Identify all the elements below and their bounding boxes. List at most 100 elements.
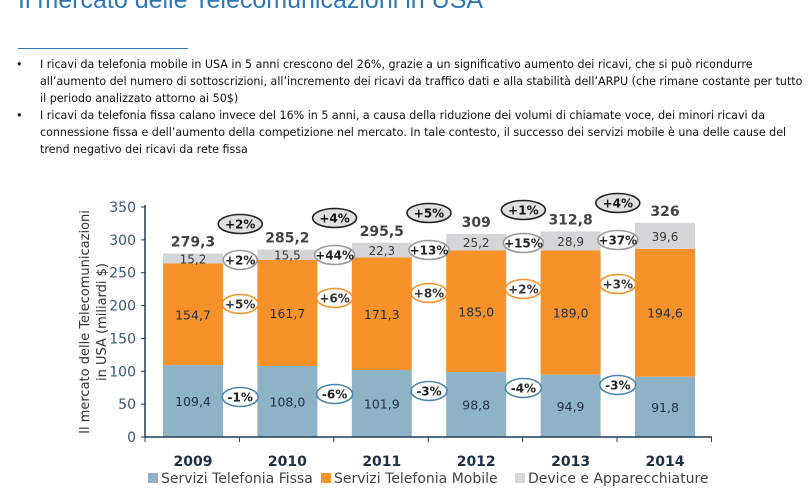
legend-swatch <box>321 473 331 483</box>
growth-device-ellipse-label: +37% <box>598 234 637 248</box>
legend-swatch <box>515 473 525 483</box>
y-tick-label: 300 <box>109 233 136 249</box>
growth-device-ellipse <box>408 239 450 261</box>
data-label-device: 28,9 <box>557 235 584 249</box>
bar-fissa <box>446 372 507 437</box>
bullet-item: • I ricavi da telefonia fissa calano inve… <box>14 107 804 158</box>
legend-label: Servizi Telefonia Mobile <box>334 471 498 487</box>
growth-total-ellipse-label: +5% <box>414 207 444 221</box>
x-tick-label: 2012 <box>457 454 496 470</box>
bar-fissa <box>540 374 601 437</box>
total-label: 285,2 <box>265 231 309 247</box>
y-tick-label: 200 <box>109 299 136 315</box>
bar-fissa <box>163 365 223 437</box>
growth-device-ellipse <box>222 249 258 271</box>
bar-mobile <box>635 248 695 377</box>
bar-mobile <box>446 250 507 373</box>
growth-device-ellipse-label: +13% <box>410 244 449 258</box>
bullet-text: I ricavi da telefonia mobile in USA in 5… <box>40 58 803 105</box>
growth-total-ellipse <box>500 199 547 221</box>
bullet-dot: • <box>16 58 23 71</box>
total-label: 326 <box>650 204 679 220</box>
growth-mobile-ellipse <box>410 282 448 304</box>
growth-fissa-ellipse <box>221 386 259 408</box>
y-tick-label: 0 <box>127 430 136 446</box>
y-tick-label: 350 <box>109 200 136 216</box>
growth-device-ellipse-label: +15% <box>504 237 543 251</box>
x-tick-label: 2010 <box>268 454 307 470</box>
growth-fissa-ellipse-label: -3% <box>416 385 441 399</box>
bar-device <box>446 233 507 251</box>
data-label-fissa: 91,8 <box>651 400 679 415</box>
data-label-mobile: 154,7 <box>175 307 211 322</box>
growth-total-ellipse-label: +4% <box>319 212 349 226</box>
page-title: Il mercato delle Telecomunicazioni in US… <box>18 0 484 14</box>
bullet-text: I ricavi da telefonia fissa calano invec… <box>40 109 787 156</box>
data-label-mobile: 189,0 <box>553 306 589 321</box>
growth-mobile-ellipse-label: +2% <box>508 283 538 297</box>
bar-device <box>351 242 412 258</box>
bar-mobile <box>163 263 223 366</box>
bar-fissa <box>635 376 695 437</box>
data-label-device: 39,6 <box>652 230 679 244</box>
growth-total-ellipse <box>406 202 452 224</box>
y-tick-label: 50 <box>118 397 136 413</box>
data-label-device: 25,2 <box>463 236 490 250</box>
data-label-fissa: 94,9 <box>557 399 585 414</box>
growth-mobile-ellipse <box>504 278 543 300</box>
growth-mobile-ellipse-label: +5% <box>225 298 255 312</box>
growth-fissa-ellipse-label: -3% <box>605 379 630 393</box>
data-label-mobile: 185,0 <box>458 304 494 319</box>
growth-total-ellipse <box>594 192 641 214</box>
data-label-mobile: 171,3 <box>364 307 400 322</box>
growth-total-ellipse-label: +2% <box>225 218 255 232</box>
growth-mobile-ellipse <box>221 293 259 315</box>
bar-mobile <box>257 259 318 367</box>
growth-device-ellipse-label: +2% <box>225 254 255 268</box>
total-label: 312,8 <box>548 212 592 228</box>
bar-fissa <box>351 370 412 437</box>
growth-device-ellipse <box>313 244 356 266</box>
x-tick-label: 2009 <box>174 454 213 470</box>
data-label-fissa: 101,9 <box>364 397 400 412</box>
growth-total-ellipse <box>217 213 263 235</box>
bar-device <box>163 253 223 264</box>
bullet-dot: • <box>16 109 23 122</box>
legend-label: Device e Apparecchiature <box>528 471 709 487</box>
growth-mobile-ellipse-label: +3% <box>603 278 633 292</box>
growth-device-ellipse-label: +44% <box>315 249 354 263</box>
y-tick-label: 250 <box>109 266 136 282</box>
bullet-item: • I ricavi da telefonia mobile in USA in … <box>14 56 804 107</box>
legend-swatch <box>148 473 158 483</box>
growth-total-ellipse-label: +4% <box>603 197 633 211</box>
growth-total-ellipse <box>311 207 358 229</box>
data-label-device: 22,3 <box>368 244 395 258</box>
total-label: 279,3 <box>171 234 215 250</box>
data-label-fissa: 98,8 <box>462 398 490 413</box>
growth-mobile-ellipse <box>315 287 354 309</box>
growth-mobile-ellipse-label: +6% <box>319 292 349 306</box>
y-axis-label: Il mercato delle Telecomunicazioni in USA… <box>78 210 110 434</box>
bar-device <box>540 231 601 251</box>
growth-fissa-ellipse-label: -4% <box>511 382 536 396</box>
growth-device-ellipse <box>502 232 545 254</box>
x-tick-label: 2011 <box>362 454 401 470</box>
growth-total-ellipse-label: +1% <box>508 204 538 218</box>
legend-label: Servizi Telefonia Fissa <box>161 471 313 487</box>
growth-mobile-ellipse <box>598 273 637 295</box>
bar-mobile <box>540 250 601 375</box>
data-label-device: 15,2 <box>180 252 207 266</box>
growth-device-ellipse <box>596 229 639 251</box>
growth-fissa-ellipse <box>410 380 448 402</box>
data-label-mobile: 194,6 <box>647 306 683 321</box>
bar-device <box>257 249 318 260</box>
data-label-mobile: 161,7 <box>270 306 306 321</box>
x-tick-label: 2014 <box>646 454 685 470</box>
total-label: 295,5 <box>360 224 404 240</box>
growth-fissa-ellipse <box>315 383 354 405</box>
bar-fissa <box>257 366 318 437</box>
growth-fissa-ellipse <box>598 374 637 396</box>
title-underline <box>18 48 188 49</box>
data-label-fissa: 109,4 <box>175 394 211 409</box>
